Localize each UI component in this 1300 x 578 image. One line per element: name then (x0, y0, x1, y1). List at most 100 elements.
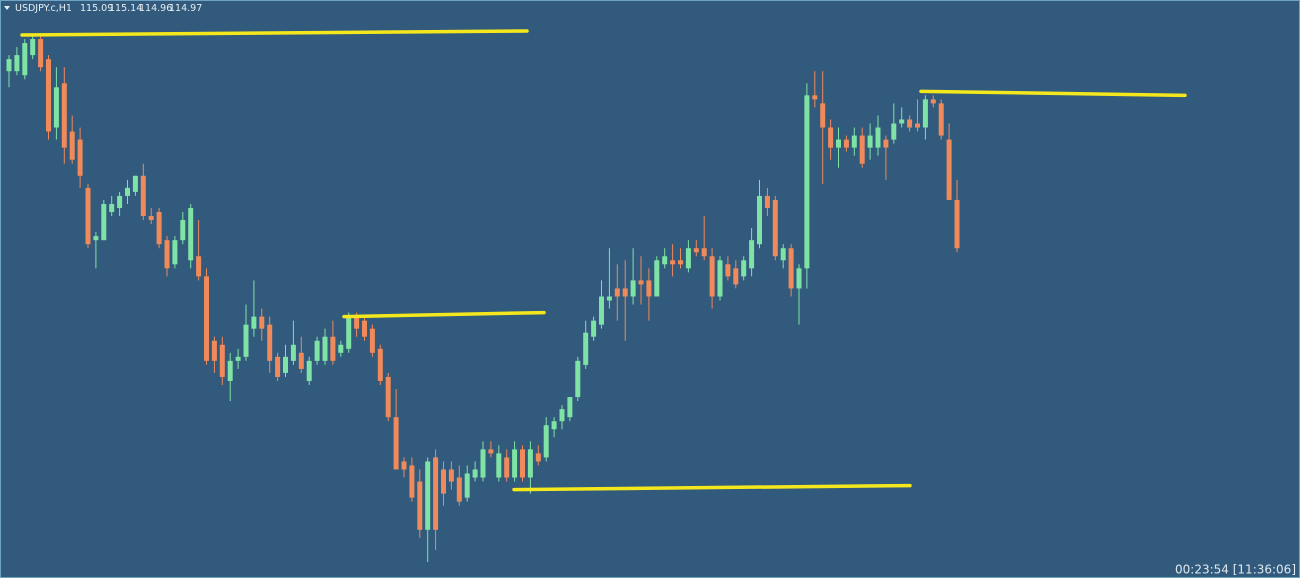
candle-body (283, 356, 288, 373)
candle-body (662, 256, 668, 265)
candle-body (164, 240, 170, 269)
candle-body (109, 203, 115, 213)
candle-body (630, 280, 636, 297)
candle-body (322, 336, 328, 361)
candle-body (69, 131, 75, 160)
candle-body (749, 240, 755, 269)
candle-body (575, 360, 581, 398)
candle-body (53, 87, 59, 128)
candle-body (180, 220, 186, 241)
candle-body (211, 340, 217, 361)
candle-body (496, 453, 502, 478)
candle-body (259, 316, 265, 329)
ohlc-open: 115.09 (80, 3, 113, 14)
candle-body (670, 260, 676, 265)
candle-body (235, 356, 241, 361)
candle-body (559, 409, 565, 422)
candle-body (425, 461, 431, 530)
candle-body (346, 316, 352, 349)
candle-body (298, 352, 304, 369)
candle-body (488, 449, 494, 454)
level-line (512, 483, 912, 492)
candle-body (369, 328, 375, 353)
candle-body (156, 212, 162, 245)
candle-body (733, 268, 739, 285)
candle-body (757, 195, 762, 245)
candle-body (101, 203, 107, 241)
candle-body (678, 260, 683, 265)
candle-body (456, 477, 462, 502)
candle-body (77, 139, 83, 176)
candle-body (875, 127, 881, 148)
candle-body (946, 139, 952, 200)
ohlc-close: 114.97 (169, 3, 202, 14)
candle-body (583, 332, 589, 365)
collapse-icon[interactable] (4, 6, 10, 10)
candle-body (654, 260, 660, 297)
candle-body (61, 83, 67, 148)
candle-body (227, 360, 233, 381)
candle-body (922, 99, 928, 128)
candle-body (591, 320, 597, 337)
candle-body (804, 95, 810, 269)
candle-body (219, 344, 225, 377)
candle-body (606, 296, 612, 301)
candle-body (701, 248, 707, 257)
candle-body (330, 336, 336, 361)
candle-body (535, 453, 541, 462)
candle-body (472, 469, 478, 478)
candle-body (251, 316, 257, 329)
candle-body (867, 135, 873, 148)
candle-body (891, 123, 897, 140)
candle-body (85, 187, 91, 245)
candle-body (148, 216, 154, 221)
candle-body (859, 135, 865, 164)
candle-body (780, 248, 786, 261)
candle-body (46, 59, 51, 132)
candle-body (725, 264, 731, 277)
candle-body (6, 59, 12, 72)
candle-body (709, 256, 715, 297)
candle-body (520, 449, 525, 478)
candle-body (22, 43, 28, 76)
level-line (342, 310, 546, 319)
candle-body (543, 425, 549, 458)
candle-body (354, 316, 360, 329)
candle-body (480, 449, 486, 478)
candle-body (93, 236, 99, 241)
candle-body (433, 457, 439, 530)
candle-body (196, 256, 202, 277)
candle-body (401, 461, 407, 470)
level-line (20, 29, 529, 37)
candle-body (930, 99, 936, 104)
candle-body (377, 348, 383, 381)
candle-body (622, 288, 628, 297)
candle-body (267, 324, 273, 361)
candle-body (599, 296, 604, 325)
candle-body (693, 248, 699, 253)
candle-body (843, 139, 849, 148)
candle-body (204, 276, 209, 361)
candle-body (125, 187, 130, 196)
candle-body (38, 39, 44, 68)
candle-body (717, 260, 723, 297)
candle-body (393, 417, 399, 470)
candle-body (306, 360, 312, 381)
candle-body (448, 469, 454, 482)
candle-body (828, 127, 834, 148)
candle-body (314, 340, 320, 361)
candle-body (464, 473, 470, 498)
candle-body (685, 248, 691, 269)
level-line (919, 89, 1187, 98)
ohlc-low: 114.96 (139, 3, 172, 14)
candle-body (417, 481, 423, 530)
candle-body (441, 469, 446, 494)
candle-body (812, 95, 818, 100)
candle-body (385, 376, 391, 418)
candle-body (899, 119, 905, 124)
candle-body (14, 55, 20, 72)
candle-body (851, 135, 857, 148)
candle-body (132, 175, 138, 192)
candle-body (362, 320, 367, 337)
